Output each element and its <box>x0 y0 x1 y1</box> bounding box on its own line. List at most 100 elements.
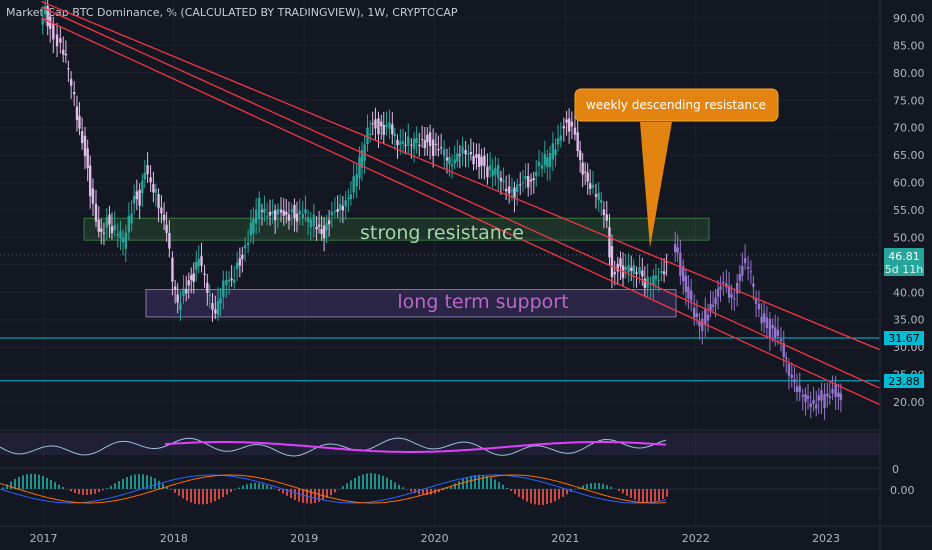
projection-candle <box>806 395 810 399</box>
candle <box>168 233 171 249</box>
price-tick-label: 65.00 <box>893 149 925 162</box>
macd-histogram-bar <box>90 489 92 495</box>
candle <box>330 211 334 216</box>
candle <box>152 184 155 193</box>
macd-histogram-bar <box>582 485 584 489</box>
price-tick-label: 60.00 <box>893 177 925 190</box>
candle <box>315 226 318 230</box>
candle <box>551 143 555 160</box>
candle <box>211 303 214 310</box>
macd-histogram-bar <box>102 489 104 491</box>
candle <box>135 191 138 200</box>
macd-histogram-bar <box>230 489 232 493</box>
macd-histogram-bar <box>374 473 376 489</box>
candle <box>86 148 89 169</box>
callout-pointer <box>640 122 672 248</box>
candle <box>295 213 299 222</box>
macd-histogram-bar <box>398 484 400 489</box>
candle <box>254 209 258 224</box>
macd-histogram-bar <box>238 487 240 489</box>
projection-candle <box>673 244 677 253</box>
levels-layer <box>0 254 880 382</box>
candle <box>442 148 446 157</box>
macd-histogram-bar <box>78 489 80 495</box>
descending-trendline <box>41 6 881 389</box>
candle <box>227 280 231 282</box>
macd-histogram-bar <box>86 489 88 495</box>
projection-candle <box>714 297 717 305</box>
macd-histogram-bar <box>470 475 472 489</box>
candle <box>467 153 470 155</box>
macd-histogram-bar <box>182 489 184 499</box>
candle <box>116 233 119 236</box>
candle <box>643 278 647 288</box>
candle <box>420 138 424 140</box>
macd-histogram-bar <box>662 489 664 500</box>
candle <box>110 226 114 234</box>
macd-histogram-bar <box>454 483 456 489</box>
candle <box>559 135 563 141</box>
candle <box>309 219 313 228</box>
projection-candle <box>820 390 823 401</box>
candle <box>660 271 663 273</box>
macd-histogram-bar <box>366 473 368 489</box>
projection-candle <box>828 395 832 398</box>
candle <box>418 144 421 147</box>
macd-histogram-bar <box>2 487 4 489</box>
candle <box>216 300 220 316</box>
projection-candle <box>709 304 712 311</box>
candle <box>513 187 516 199</box>
macd-histogram-bar <box>418 489 420 495</box>
candle <box>543 154 547 165</box>
candle <box>434 143 438 145</box>
candles-layer <box>41 0 843 420</box>
candle <box>396 139 399 146</box>
projection-candle <box>704 308 707 326</box>
candle <box>573 127 577 135</box>
macd-histogram-bar <box>346 483 348 489</box>
candle <box>327 220 331 225</box>
descending-trendline <box>41 17 881 406</box>
candle <box>360 150 364 168</box>
callout[interactable]: weekly descending resistance <box>574 88 779 248</box>
time-tick-label: 2017 <box>30 532 58 545</box>
candle <box>602 209 606 216</box>
macd-histogram-bar <box>154 478 156 489</box>
macd-histogram-bar <box>530 489 532 504</box>
candle <box>100 228 103 232</box>
macd-histogram-bar <box>626 489 628 496</box>
candle <box>108 214 111 225</box>
projection-candle <box>765 317 769 329</box>
candle <box>624 266 627 270</box>
macd-histogram-bar <box>598 483 600 489</box>
candle <box>185 289 188 294</box>
callout-text: weekly descending resistance <box>586 98 766 112</box>
projection-candle <box>743 257 747 264</box>
macd-histogram-bar <box>394 482 396 489</box>
macd-histogram-bar <box>550 489 552 503</box>
macd-histogram-bar <box>38 474 40 489</box>
macd-histogram-bar <box>438 489 440 493</box>
candle <box>222 280 225 297</box>
candle <box>52 23 55 40</box>
projection-candle <box>809 403 812 408</box>
macd-histogram-bar <box>506 487 508 489</box>
candle <box>412 138 416 149</box>
candle <box>502 180 505 183</box>
candle <box>480 156 483 166</box>
macd-histogram-bar <box>654 489 656 503</box>
candle <box>415 138 418 143</box>
level-tag-upper: 31.67 <box>884 331 924 345</box>
candle <box>556 138 560 145</box>
macd-histogram-bar <box>466 477 468 489</box>
macd-histogram-bar <box>294 489 296 501</box>
candle <box>91 188 95 204</box>
candle <box>527 176 530 188</box>
macd-histogram-bar <box>478 474 480 489</box>
candle <box>371 123 374 125</box>
macd-histogram-bar <box>206 489 208 504</box>
candle <box>146 165 149 175</box>
chart-grid <box>0 0 880 526</box>
macd-histogram-bar <box>650 489 652 503</box>
